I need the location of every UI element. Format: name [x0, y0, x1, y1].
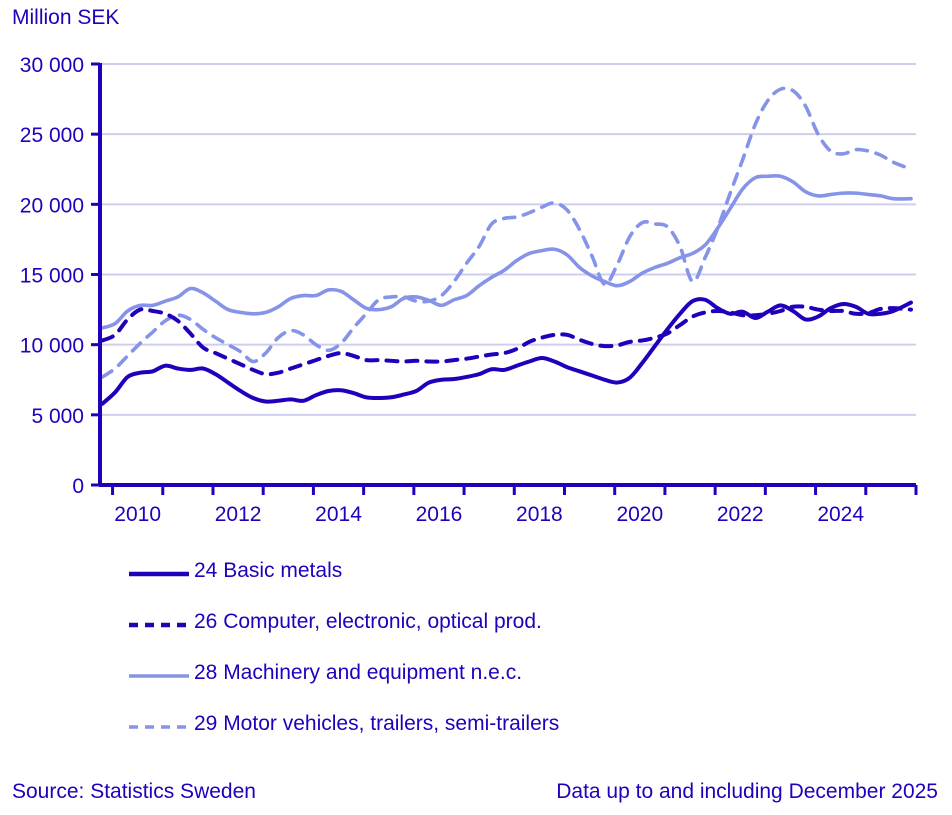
series-line-2: [100, 304, 913, 377]
series-line-1: [100, 297, 913, 406]
y-tick-label-0: 0: [72, 475, 84, 498]
x-tick-label-2018: 2018: [516, 503, 563, 526]
chart-footer: Source: Statistics Sweden Data up to and…: [0, 780, 952, 815]
legend-item-2[interactable]: 26 Computer, electronic, optical prod.: [0, 596, 952, 647]
x-tick-label-2010: 2010: [114, 503, 161, 526]
legend-item-4[interactable]: 29 Motor vehicles, trailers, semi-traile…: [0, 698, 952, 749]
legend-label-4: 29 Motor vehicles, trailers, semi-traile…: [194, 712, 560, 735]
y-axis-title: Million SEK: [12, 6, 120, 29]
legend-swatch-3-line-icon: [128, 671, 190, 678]
x-tick-label-2016: 2016: [416, 503, 463, 526]
legend-swatch-2-line-icon: [128, 620, 190, 627]
legend-item-3[interactable]: 28 Machinery and equipment n.e.c.: [0, 647, 952, 698]
x-tick-label-2024: 2024: [817, 503, 864, 526]
data-note-text: Data up to and including December 2025: [556, 780, 938, 803]
x-tick-label-2014: 2014: [315, 503, 362, 526]
legend-item-1[interactable]: 24 Basic metals: [0, 545, 952, 596]
series-line-3: [100, 173, 913, 330]
chart-legend: 24 Basic metals 26 Computer, electronic, …: [0, 545, 952, 749]
legend-swatch-4-line-icon: [128, 722, 190, 729]
x-tick-label-2012: 2012: [215, 503, 262, 526]
source-text: Source: Statistics Sweden: [12, 780, 256, 803]
y-tick-label-5000: 5 000: [31, 405, 84, 428]
y-tick-label-25000: 25 000: [20, 124, 84, 147]
y-tick-label-15000: 15 000: [20, 265, 84, 288]
x-tick-label-2020: 2020: [616, 503, 663, 526]
legend-label-3: 28 Machinery and equipment n.e.c.: [194, 661, 523, 684]
line-chart-plot: 0 5 000 10 000 15 000 20 000 25 000 30 000 2010…: [20, 54, 918, 526]
x-tick-label-2022: 2022: [717, 503, 764, 526]
y-tick-label-10000: 10 000: [20, 335, 84, 358]
legend-label-1: 24 Basic metals: [194, 559, 343, 582]
y-tick-label-20000: 20 000: [20, 194, 84, 217]
legend-swatch-1-line-icon: [128, 569, 190, 576]
series-line-4: [100, 86, 913, 379]
legend-label-2: 26 Computer, electronic, optical prod.: [194, 610, 542, 633]
y-tick-label-30000: 30 000: [20, 54, 84, 77]
